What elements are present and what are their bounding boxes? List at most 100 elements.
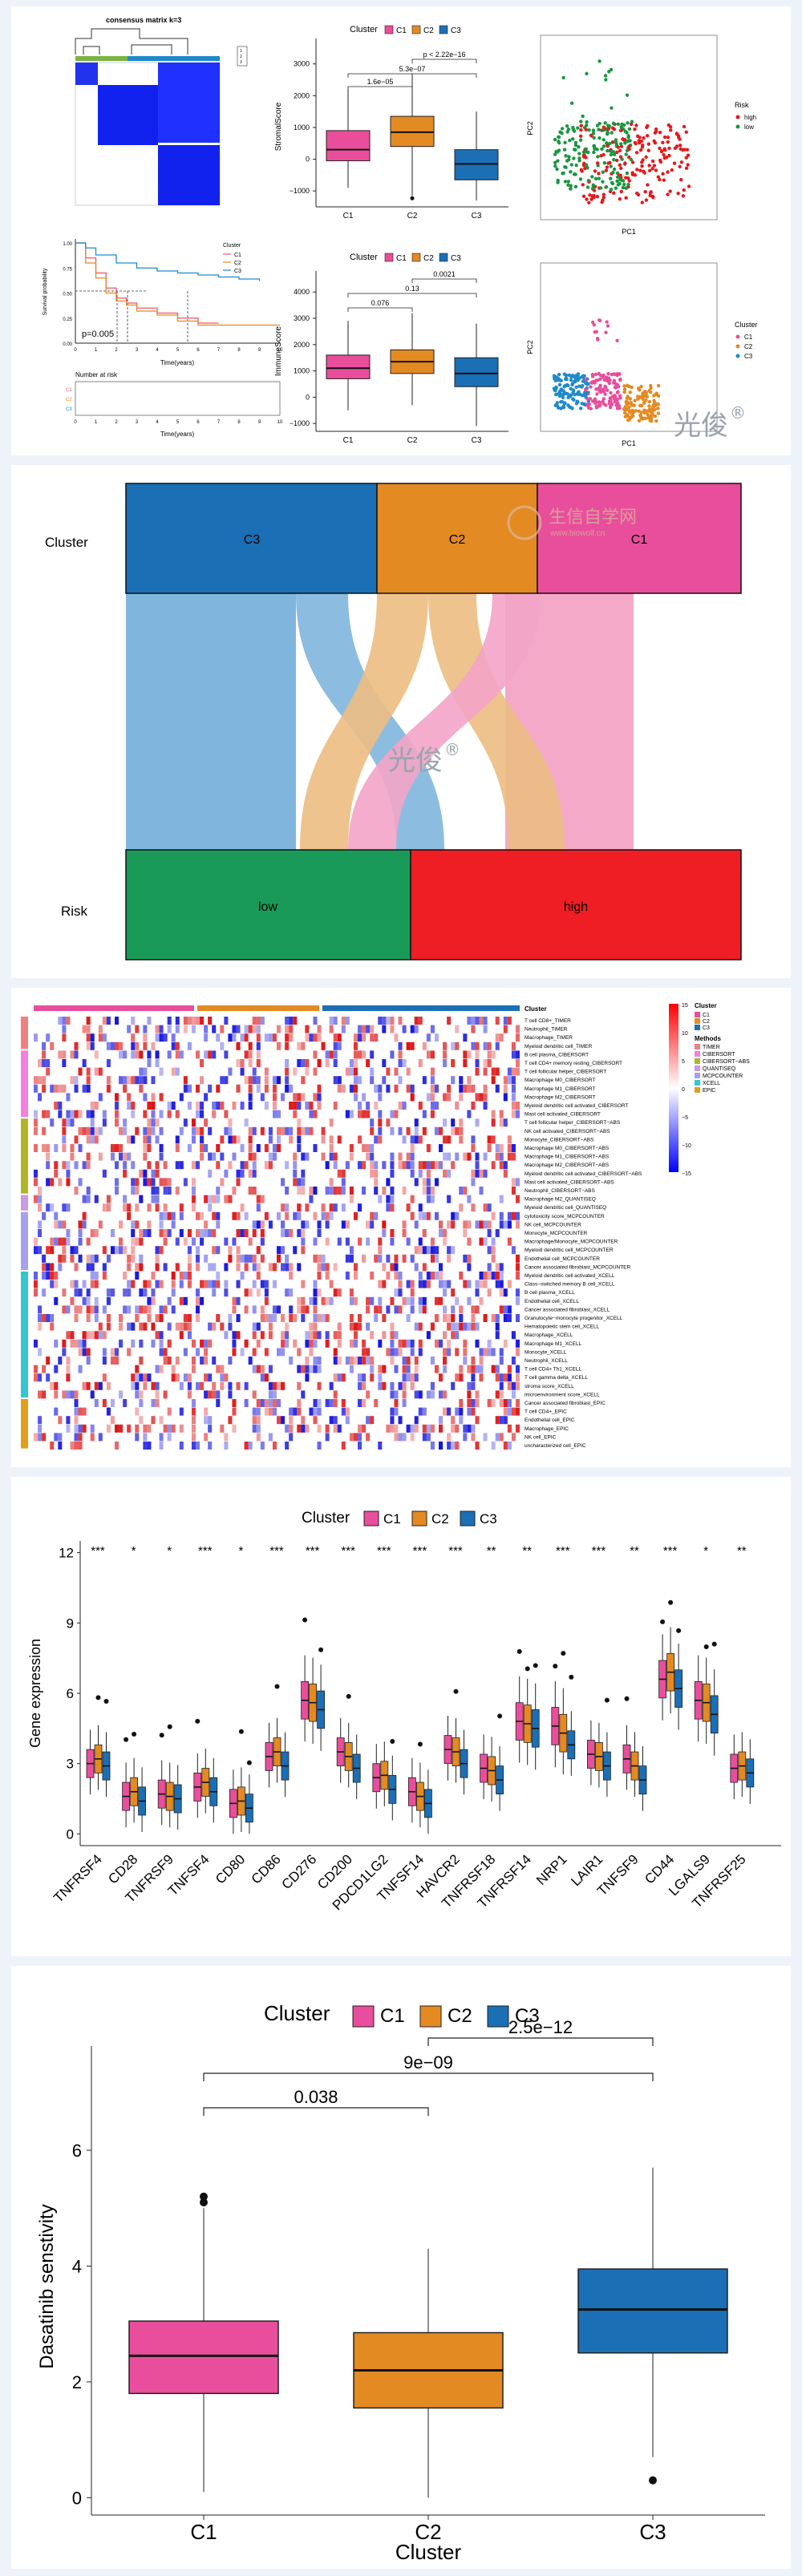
- pca-risk-point: [622, 182, 626, 187]
- heatmap-cell: [345, 1416, 350, 1425]
- heatmap-cell: [175, 1187, 180, 1195]
- heatmap-cell: [82, 1220, 87, 1229]
- heatmap-cell: [212, 1263, 217, 1272]
- heatmap-cell: [62, 1203, 67, 1212]
- heatmap-cell: [487, 1144, 492, 1152]
- heatmap-cell: [374, 1399, 379, 1407]
- heatmap-cell: [248, 1093, 253, 1102]
- heatmap-cell: [511, 1331, 516, 1340]
- heatmap-cell: [252, 1280, 257, 1288]
- heatmap-cell: [86, 1161, 91, 1170]
- method-legend-6: EPIC: [703, 1088, 715, 1094]
- heatmap-cell: [54, 1365, 59, 1373]
- heatmap-cell: [333, 1076, 338, 1085]
- heatmap-cell: [345, 1272, 350, 1280]
- heatmap-cell: [370, 1272, 375, 1280]
- heatmap-cell: [289, 1433, 294, 1442]
- heatmap-cell: [252, 1263, 257, 1272]
- heatmap-cell: [333, 1288, 338, 1297]
- heatmap-cell: [394, 1288, 399, 1297]
- heatmap-cell: [272, 1084, 277, 1093]
- heatmap-cell: [143, 1126, 148, 1135]
- heatmap-cell: [329, 1144, 334, 1152]
- heatmap-cell: [418, 1169, 423, 1178]
- heatmap-cell: [511, 1357, 516, 1365]
- heatmap-cell: [236, 1135, 241, 1144]
- pca-cluster-point-C2: [622, 384, 626, 388]
- heatmap-cell: [349, 1067, 354, 1076]
- heatmap-cell: [333, 1357, 338, 1365]
- heatmap-cell: [74, 1339, 79, 1348]
- heatmap-cell: [58, 1220, 63, 1229]
- heatmap-cell: [196, 1305, 200, 1314]
- heatmap-cell: [349, 1059, 354, 1067]
- heatmap-cell: [475, 1093, 480, 1102]
- pca-cluster-point-C3: [570, 374, 575, 378]
- pca-cluster-point-C2: [643, 409, 648, 413]
- heatmap-cell: [224, 1076, 229, 1085]
- dasatinib-legend-c2-swatch: [419, 2005, 442, 2028]
- heatmap-cell: [191, 1195, 196, 1203]
- hm-legend-c2-swatch: [695, 1018, 700, 1024]
- heatmap-cell: [317, 1442, 322, 1450]
- pca-cluster-point-C1: [604, 375, 609, 379]
- heatmap-cell: [402, 1365, 407, 1373]
- heatmap-cell: [187, 1254, 192, 1263]
- pca-risk-point: [610, 150, 614, 154]
- row-label: Monocyte_CIBERSORT−ABS: [525, 1137, 594, 1142]
- heatmap-cell: [317, 1331, 322, 1340]
- heatmap-cell: [426, 1144, 431, 1152]
- heatmap-cell: [439, 1296, 444, 1305]
- heatmap-cell: [370, 1025, 375, 1033]
- heatmap-cell: [179, 1093, 184, 1102]
- heatmap-cell: [42, 1288, 47, 1297]
- method-legend-5: XCELL: [703, 1081, 720, 1086]
- heatmap-cell: [272, 1144, 277, 1152]
- heatmap-cell: [232, 1331, 237, 1340]
- heatmap-cell: [434, 1272, 439, 1280]
- heatmap-cell: [42, 1050, 47, 1059]
- heatmap-cell: [430, 1110, 435, 1118]
- heatmap-cell: [143, 1025, 148, 1033]
- heatmap-cell: [511, 1211, 516, 1220]
- heatmap-cell: [503, 1416, 508, 1425]
- heatmap-cell: [163, 1187, 168, 1195]
- heatmap-cell: [54, 1339, 59, 1348]
- hm-legend-c1: C1: [703, 1013, 710, 1018]
- pca-risk-point: [573, 184, 578, 189]
- heatmap-cell: [386, 1272, 391, 1280]
- heatmap-cell: [491, 1272, 496, 1280]
- heatmap-cell: [62, 1390, 67, 1399]
- heatmap-cell: [325, 1237, 330, 1246]
- heatmap-cell: [414, 1365, 419, 1373]
- heatmap-cell: [341, 1084, 346, 1093]
- pca-cluster-point-C1: [614, 395, 618, 399]
- pca-cluster-point-C3: [576, 378, 580, 382]
- heatmap-cell: [224, 1373, 229, 1382]
- heatmap-cell: [232, 1424, 237, 1433]
- heatmap-cell: [447, 1407, 452, 1416]
- pca-cluster-point-C1: [605, 388, 610, 393]
- heatmap-cell: [175, 1357, 180, 1365]
- heatmap-cell: [102, 1033, 107, 1042]
- heatmap-cell: [301, 1390, 306, 1399]
- heatmap-cell: [410, 1144, 415, 1152]
- row-label: Macrophage M2_CIBERSORT: [525, 1094, 595, 1100]
- pca-risk-point: [581, 114, 585, 119]
- heatmap-cell: [98, 1067, 103, 1076]
- pca-risk-point: [579, 119, 583, 123]
- heatmap-cell: [511, 1093, 516, 1102]
- row-label: Cancer associated fibroblast_MCPCOUNTER: [525, 1264, 631, 1270]
- pca-risk-point: [662, 152, 666, 157]
- pca-risk-point: [553, 152, 557, 156]
- gene-outlier-TNFSF9: [624, 1696, 630, 1701]
- heatmap-cell: [467, 1296, 472, 1305]
- stromal-boxplot: Cluster C1 C2 C3 StromalScore 3000200010…: [274, 25, 508, 220]
- heatmap-cell: [200, 1229, 205, 1237]
- heatmap-cell: [515, 1033, 520, 1042]
- heatmap-cell: [499, 1288, 504, 1297]
- heatmap-cell: [358, 1161, 363, 1170]
- pca-risk-point: [646, 183, 650, 187]
- heatmap-cell: [54, 1381, 59, 1390]
